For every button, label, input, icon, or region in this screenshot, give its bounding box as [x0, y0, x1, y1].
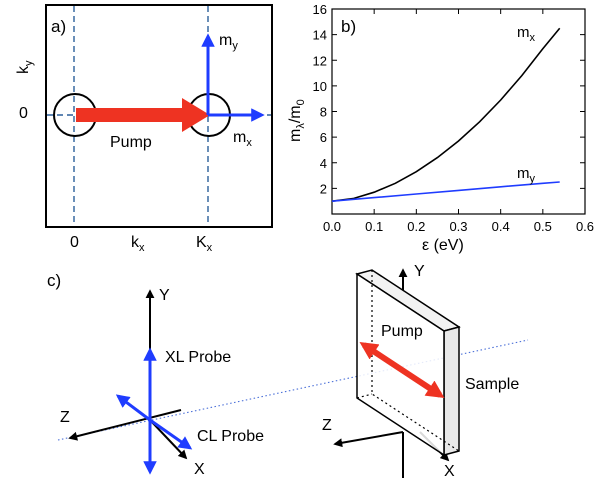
right-z-label: Z — [322, 417, 332, 434]
right-x-label: X — [444, 463, 455, 480]
y-tick-label: 4 — [320, 156, 327, 171]
y-tick-label: 2 — [320, 181, 327, 196]
panel-a-label: a) — [51, 17, 66, 36]
y-tick-0: 0 — [19, 105, 28, 122]
pump-arrow — [76, 98, 210, 132]
x-tick-label: 0.5 — [534, 219, 552, 234]
sample-side-face — [443, 326, 460, 456]
y-axis-label-a: ky — [15, 60, 35, 74]
left-x-axis — [149, 419, 188, 460]
sample-slab — [355, 269, 461, 457]
chart-ylabel: mλ/m0 — [287, 99, 307, 142]
x-tick-0: 0 — [70, 234, 79, 251]
panel-c: c) Y Z X XL Probe CL Probe Y — [47, 263, 529, 480]
mx-label-a: mx — [233, 129, 252, 149]
series-line-mx — [331, 27, 561, 202]
left-z-axis — [68, 409, 182, 441]
sample-hidden-edges — [371, 270, 460, 452]
left-axes: Y Z X — [60, 287, 205, 478]
y-tick-label: 10 — [313, 79, 327, 94]
chart-xlabel: ε (eV) — [422, 237, 464, 254]
x-tick-label: 0.4 — [492, 219, 510, 234]
series-line-my — [331, 181, 560, 202]
x-tick-label: 0.3 — [449, 219, 467, 234]
panel-c-label: c) — [47, 271, 61, 290]
y-tick-label: 12 — [313, 53, 327, 68]
series-label-my: my — [517, 165, 536, 185]
left-y-label: Y — [159, 287, 170, 304]
right-z-axis — [333, 431, 404, 448]
right-y-label: Y — [414, 263, 425, 280]
x-tick-label: 0.2 — [407, 219, 425, 234]
y-tick-label: 16 — [313, 2, 327, 17]
left-z-label: Z — [60, 409, 70, 426]
my-label-a: my — [219, 32, 238, 52]
y-tick-label: 8 — [320, 105, 327, 120]
panel-b-chart: b) 2 4 6 8 10 12 14 16 0.0 0.1 0.2 0.3 0.4 0.5 0.6 mλ… — [287, 2, 594, 254]
probe-arrows: XL Probe CL Probe — [115, 347, 264, 475]
left-x-label: X — [194, 461, 205, 478]
panel-a: a) Pump my mx 0 ky 0 kx Kx — [15, 4, 273, 254]
y-ticks: 2 4 6 8 10 12 14 16 — [313, 2, 585, 196]
y-tick-label: 14 — [313, 28, 327, 43]
x-tick-label: 0.0 — [323, 219, 341, 234]
cl-probe-arrow-back — [115, 394, 151, 422]
x-tick-Kx: Kx — [196, 234, 213, 254]
sample-label: Sample — [465, 376, 519, 393]
cl-probe-label: CL Probe — [197, 428, 264, 445]
x-ticks: 0.0 0.1 0.2 0.3 0.4 0.5 0.6 — [323, 9, 594, 234]
panel-b-label: b) — [341, 17, 356, 36]
chart-series — [331, 27, 561, 202]
pump-polarization-arrow — [359, 342, 445, 398]
pump-label-c: Pump — [381, 323, 423, 340]
x-axis-label-a: kx — [131, 234, 145, 254]
cl-probe-arrow-front — [149, 418, 193, 450]
pump-label-a: Pump — [110, 134, 152, 151]
y-tick-label: 6 — [320, 130, 327, 145]
x-tick-label: 0.1 — [365, 219, 383, 234]
panel-a-frame — [45, 4, 273, 228]
xl-probe-label: XL Probe — [165, 349, 231, 366]
series-label-mx: mx — [517, 24, 536, 44]
x-tick-label: 0.6 — [576, 219, 594, 234]
